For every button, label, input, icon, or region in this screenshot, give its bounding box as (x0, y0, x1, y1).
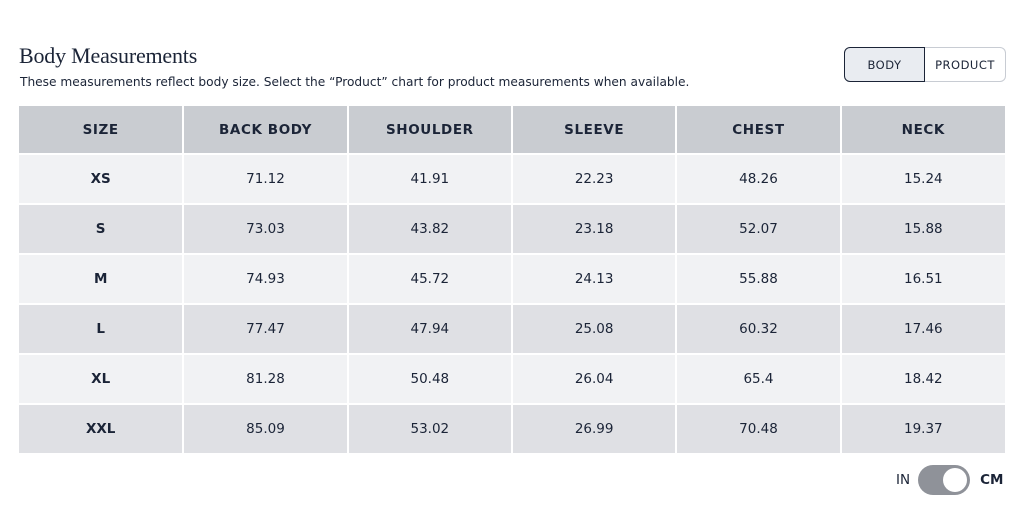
table-header-row: SIZE BACK BODY SHOULDER SLEEVE CHEST NEC… (19, 104, 1005, 155)
back-body-cell: 71.12 (182, 153, 349, 205)
neck-cell: 17.46 (839, 303, 1005, 355)
size-cell: XS (19, 153, 185, 205)
column-header-chest: CHEST (675, 104, 842, 155)
chest-cell: 55.88 (675, 253, 842, 305)
sleeve-cell: 24.13 (510, 253, 678, 305)
neck-cell: 16.51 (839, 253, 1005, 305)
unit-switch[interactable] (918, 465, 971, 495)
body-chart-button[interactable]: BODY (844, 47, 925, 82)
neck-cell: 18.42 (839, 353, 1005, 405)
sleeve-cell: 26.04 (510, 353, 678, 405)
unit-label-cm[interactable]: CM (980, 472, 1004, 488)
neck-cell: 15.88 (839, 203, 1005, 255)
back-body-cell: 81.28 (182, 353, 349, 405)
chest-cell: 70.48 (675, 403, 842, 455)
chart-type-toggle: BODY PRODUCT (844, 47, 1006, 82)
unit-label-in[interactable]: IN (896, 472, 911, 488)
back-body-cell: 74.93 (182, 253, 349, 305)
chest-cell: 52.07 (675, 203, 842, 255)
sleeve-cell: 25.08 (510, 303, 678, 355)
chest-cell: 60.32 (675, 303, 842, 355)
table-row: S 73.03 43.82 23.18 52.07 15.88 (19, 203, 1005, 255)
unit-switch-knob[interactable] (943, 468, 968, 492)
page-title: Body Measurements (19, 43, 198, 68)
chest-cell: 65.4 (675, 353, 842, 405)
table-row: XS 71.12 41.91 22.23 48.26 15.24 (19, 153, 1005, 205)
size-cell: M (19, 253, 185, 305)
neck-cell: 19.37 (839, 403, 1005, 455)
table-row: L 77.47 47.94 25.08 60.32 17.46 (19, 303, 1005, 355)
column-header-neck: NECK (839, 104, 1005, 155)
shoulder-cell: 47.94 (346, 303, 513, 355)
back-body-cell: 73.03 (182, 203, 349, 255)
shoulder-cell: 50.48 (346, 353, 513, 405)
chest-cell: 48.26 (675, 153, 842, 205)
shoulder-cell: 53.02 (346, 403, 513, 455)
column-header-shoulder: SHOULDER (346, 104, 513, 155)
sleeve-cell: 26.99 (510, 403, 678, 455)
shoulder-cell: 43.82 (346, 203, 513, 255)
size-cell: XL (19, 353, 185, 405)
column-header-sleeve: SLEEVE (510, 104, 678, 155)
size-cell: XXL (19, 403, 185, 455)
neck-cell: 15.24 (839, 153, 1005, 205)
sleeve-cell: 23.18 (510, 203, 678, 255)
unit-toggle: IN CM (896, 464, 1003, 496)
table-row: M 74.93 45.72 24.13 55.88 16.51 (19, 253, 1005, 305)
table-row: XXL 85.09 53.02 26.99 70.48 19.37 (19, 403, 1005, 455)
page-subtitle: These measurements reflect body size. Se… (20, 75, 690, 89)
back-body-cell: 85.09 (182, 403, 349, 455)
shoulder-cell: 45.72 (346, 253, 513, 305)
column-header-back-body: BACK BODY (182, 104, 349, 155)
shoulder-cell: 41.91 (346, 153, 513, 205)
column-header-size: SIZE (19, 104, 185, 155)
size-cell: S (19, 203, 185, 255)
sleeve-cell: 22.23 (510, 153, 678, 205)
product-chart-button[interactable]: PRODUCT (925, 47, 1006, 82)
size-cell: L (19, 303, 185, 355)
size-table: SIZE BACK BODY SHOULDER SLEEVE CHEST NEC… (19, 104, 1005, 455)
table-row: XL 81.28 50.48 26.04 65.4 18.42 (19, 353, 1005, 405)
back-body-cell: 77.47 (182, 303, 349, 355)
